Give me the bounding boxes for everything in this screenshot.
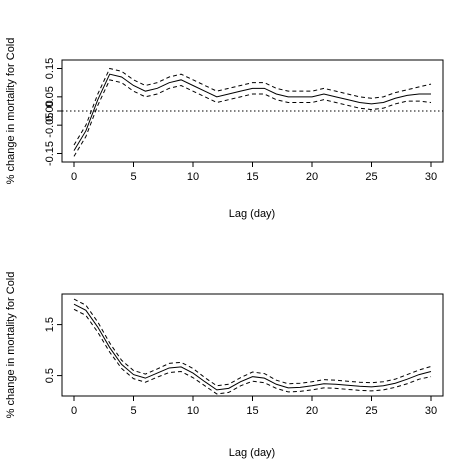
y-tick-label: -0.15 [44, 141, 56, 166]
series-line-estimate [73, 73, 431, 151]
x-tick-label: 10 [187, 405, 199, 417]
y-tick-group-bottom: 0.5 1.5 [44, 317, 62, 383]
series-line-lower-ci [73, 308, 432, 395]
y-tick-group-top: -0.15 -0.050.000.05 0.15 [44, 58, 62, 166]
x-tick-label: 25 [365, 171, 377, 183]
x-tick-label: 5 [130, 405, 136, 417]
plot-frame-bottom [61, 293, 444, 397]
y-tick-label: 0.05 [44, 86, 56, 107]
series-group-top [62, 67, 443, 157]
y-tick-label: 0.15 [44, 58, 56, 79]
x-tick-label: 30 [425, 171, 437, 183]
series-line-lower-ci [73, 79, 432, 157]
x-axis-label-top: Lag (day) [229, 208, 275, 220]
x-tick-label: 30 [425, 405, 437, 417]
y-tick-label: -0.05 [44, 113, 56, 138]
x-tick-label: 0 [71, 405, 77, 417]
series-line-upper-ci [73, 67, 432, 146]
x-tick-label: 20 [306, 405, 318, 417]
y-tick-label: 0.5 [44, 368, 56, 383]
x-tick-label: 25 [365, 405, 377, 417]
x-tick-group-top: 0 5 10 15 20 25 30 [71, 162, 437, 183]
series-line-upper-ci [73, 298, 432, 387]
x-tick-label: 0 [71, 171, 77, 183]
series-group-bottom [73, 298, 432, 395]
x-axis-label-bottom: Lag (day) [229, 447, 275, 459]
chart-panel-bottom: 0.5 1.5 0 5 10 15 20 25 30 Lag (day) % change i… [5, 272, 444, 459]
x-tick-label: 10 [187, 171, 199, 183]
x-tick-label: 5 [130, 171, 136, 183]
x-tick-group-bottom: 0 5 10 15 20 25 30 [71, 396, 437, 417]
y-tick-label: 1.5 [44, 317, 56, 332]
series-line-estimate [73, 303, 432, 391]
chart-panel-top: -0.15 -0.050.000.05 0.15 0 5 10 15 20 25 30 Lag … [5, 38, 444, 220]
y-tick-label: 0.00 [44, 100, 56, 121]
y-axis-label-bottom: % change in mortality for Cold [5, 272, 17, 419]
x-tick-label: 15 [246, 405, 258, 417]
y-axis-label-top: % change in mortality for Cold [5, 38, 17, 185]
x-tick-label: 15 [246, 171, 258, 183]
x-tick-label: 20 [306, 171, 318, 183]
